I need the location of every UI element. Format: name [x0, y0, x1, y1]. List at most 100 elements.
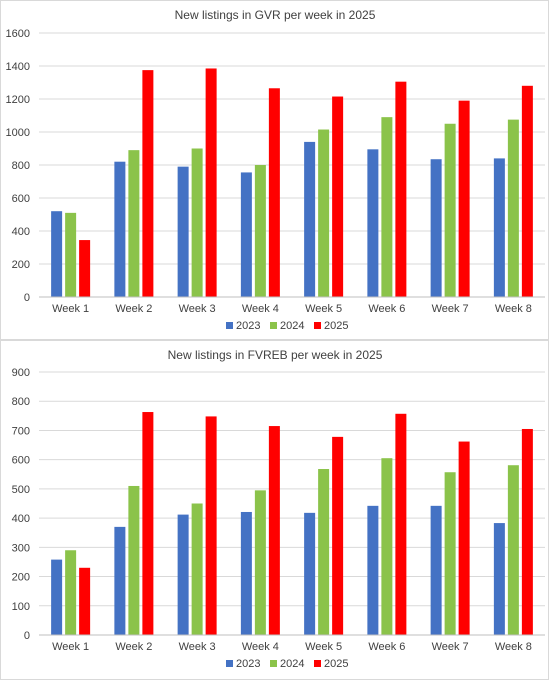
bar-2024-week-8 — [507, 465, 519, 635]
y-tick-label: 1400 — [6, 61, 30, 73]
x-tick-label: Week 5 — [305, 303, 342, 315]
x-tick-label: Week 8 — [495, 641, 532, 653]
bar-2024-week-8 — [507, 119, 519, 297]
bar-2023-week-7 — [430, 505, 442, 635]
bar-2025-week-7 — [458, 100, 470, 298]
chart-title: New listings in FVREB per week in 2025 — [168, 348, 383, 362]
x-tick-label: Week 6 — [368, 303, 405, 315]
bar-2023-week-8 — [493, 158, 505, 297]
bar-2023-week-4 — [240, 172, 252, 297]
bar-2025-week-6 — [395, 81, 407, 297]
y-tick-label: 800 — [12, 396, 30, 408]
legend-label: 2024 — [280, 320, 304, 332]
bar-2023-week-6 — [367, 149, 379, 297]
y-tick-label: 0 — [24, 630, 30, 642]
x-tick-label: Week 3 — [179, 641, 216, 653]
bar-2024-week-6 — [381, 458, 393, 635]
bar-2024-week-6 — [381, 117, 393, 298]
bar-2025-week-1 — [79, 567, 91, 635]
legend-swatch — [226, 322, 233, 329]
y-tick-label: 600 — [12, 455, 30, 467]
legend: 2023 2024 2025 — [226, 320, 348, 332]
x-tick-label: Week 6 — [368, 641, 405, 653]
y-tick-label: 100 — [12, 601, 30, 613]
bar-2023-week-5 — [304, 512, 316, 635]
legend-swatch — [314, 322, 321, 329]
bar-2024-week-1 — [65, 212, 77, 297]
bar-2023-week-2 — [114, 161, 126, 297]
bar-2025-week-3 — [205, 416, 217, 635]
bar-2025-week-8 — [521, 85, 533, 297]
y-tick-label: 200 — [12, 572, 30, 584]
y-tick-label: 1000 — [6, 127, 30, 139]
y-tick-label: 0 — [24, 292, 30, 304]
bar-2025-week-4 — [268, 426, 280, 635]
y-tick-label: 500 — [12, 484, 30, 496]
legend-label: 2023 — [236, 658, 260, 670]
bar-2023-week-3 — [177, 166, 189, 297]
x-tick-label: Week 5 — [305, 641, 342, 653]
x-tick-label: Week 2 — [115, 303, 152, 315]
bar-2025-week-4 — [268, 88, 280, 298]
x-tick-label: Week 7 — [432, 303, 469, 315]
y-tick-label: 400 — [12, 513, 30, 525]
x-tick-label: Week 1 — [52, 641, 89, 653]
legend-label: 2024 — [280, 658, 304, 670]
legend: 2023 2024 2025 — [226, 658, 348, 670]
x-tick-label: Week 2 — [115, 641, 152, 653]
bar-2025-week-5 — [332, 96, 344, 298]
bar-2023-week-1 — [51, 211, 63, 297]
chart-title: New listings in GVR per week in 2025 — [175, 8, 376, 22]
bar-2024-week-2 — [128, 485, 140, 635]
x-tick-label: Week 8 — [495, 303, 532, 315]
x-tick-label: Week 1 — [52, 303, 89, 315]
bar-2023-week-6 — [367, 505, 379, 635]
bar-2023-week-7 — [430, 159, 442, 297]
y-tick-label: 1600 — [6, 28, 30, 40]
bar-2024-week-2 — [128, 150, 140, 297]
bar-2024-week-7 — [444, 123, 456, 297]
legend-label: 2023 — [236, 320, 260, 332]
y-tick-label: 1200 — [6, 94, 30, 106]
legend-label: 2025 — [324, 320, 348, 332]
fvreb-chart-panel: New listings in FVREB per week in 2025 0… — [0, 340, 549, 680]
legend-swatch — [226, 660, 233, 667]
bar-2025-week-5 — [332, 436, 344, 635]
bar-2024-week-4 — [254, 490, 266, 635]
y-tick-label: 300 — [12, 542, 30, 554]
y-tick-label: 400 — [12, 226, 30, 238]
gvr-chart: New listings in GVR per week in 2025 0 20… — [6, 8, 545, 332]
bar-2024-week-4 — [254, 165, 266, 297]
y-tick-label: 700 — [12, 425, 30, 437]
bar-2025-week-7 — [458, 441, 470, 635]
y-tick-label: 800 — [12, 160, 30, 172]
bar-2023-week-3 — [177, 514, 189, 635]
fvreb-chart: New listings in FVREB per week in 2025 0… — [12, 348, 545, 670]
bar-2023-week-8 — [493, 523, 505, 635]
x-tick-label: Week 4 — [242, 641, 279, 653]
bar-2025-week-8 — [521, 428, 533, 635]
bar-2024-week-3 — [191, 503, 203, 635]
y-tick-label: 600 — [12, 193, 30, 205]
legend-swatch — [270, 660, 277, 667]
x-tick-label: Week 4 — [242, 303, 279, 315]
y-tick-label: 900 — [12, 367, 30, 379]
gvr-chart-panel: New listings in GVR per week in 2025 0 20… — [0, 0, 549, 340]
legend-swatch — [314, 660, 321, 667]
bar-2023-week-1 — [51, 559, 63, 635]
bar-2024-week-3 — [191, 148, 203, 297]
bar-2025-week-2 — [142, 70, 154, 297]
bar-2023-week-4 — [240, 511, 252, 635]
legend-label: 2025 — [324, 658, 348, 670]
bar-2025-week-1 — [79, 240, 91, 297]
y-tick-label: 200 — [12, 259, 30, 271]
bar-2025-week-3 — [205, 68, 217, 297]
bar-2025-week-6 — [395, 413, 407, 635]
bar-2023-week-2 — [114, 526, 126, 635]
bar-2023-week-5 — [304, 141, 316, 297]
x-tick-label: Week 3 — [179, 303, 216, 315]
bar-2024-week-7 — [444, 472, 456, 635]
bar-2024-week-5 — [318, 469, 330, 635]
bar-2024-week-5 — [318, 129, 330, 297]
bar-2025-week-2 — [142, 412, 154, 635]
